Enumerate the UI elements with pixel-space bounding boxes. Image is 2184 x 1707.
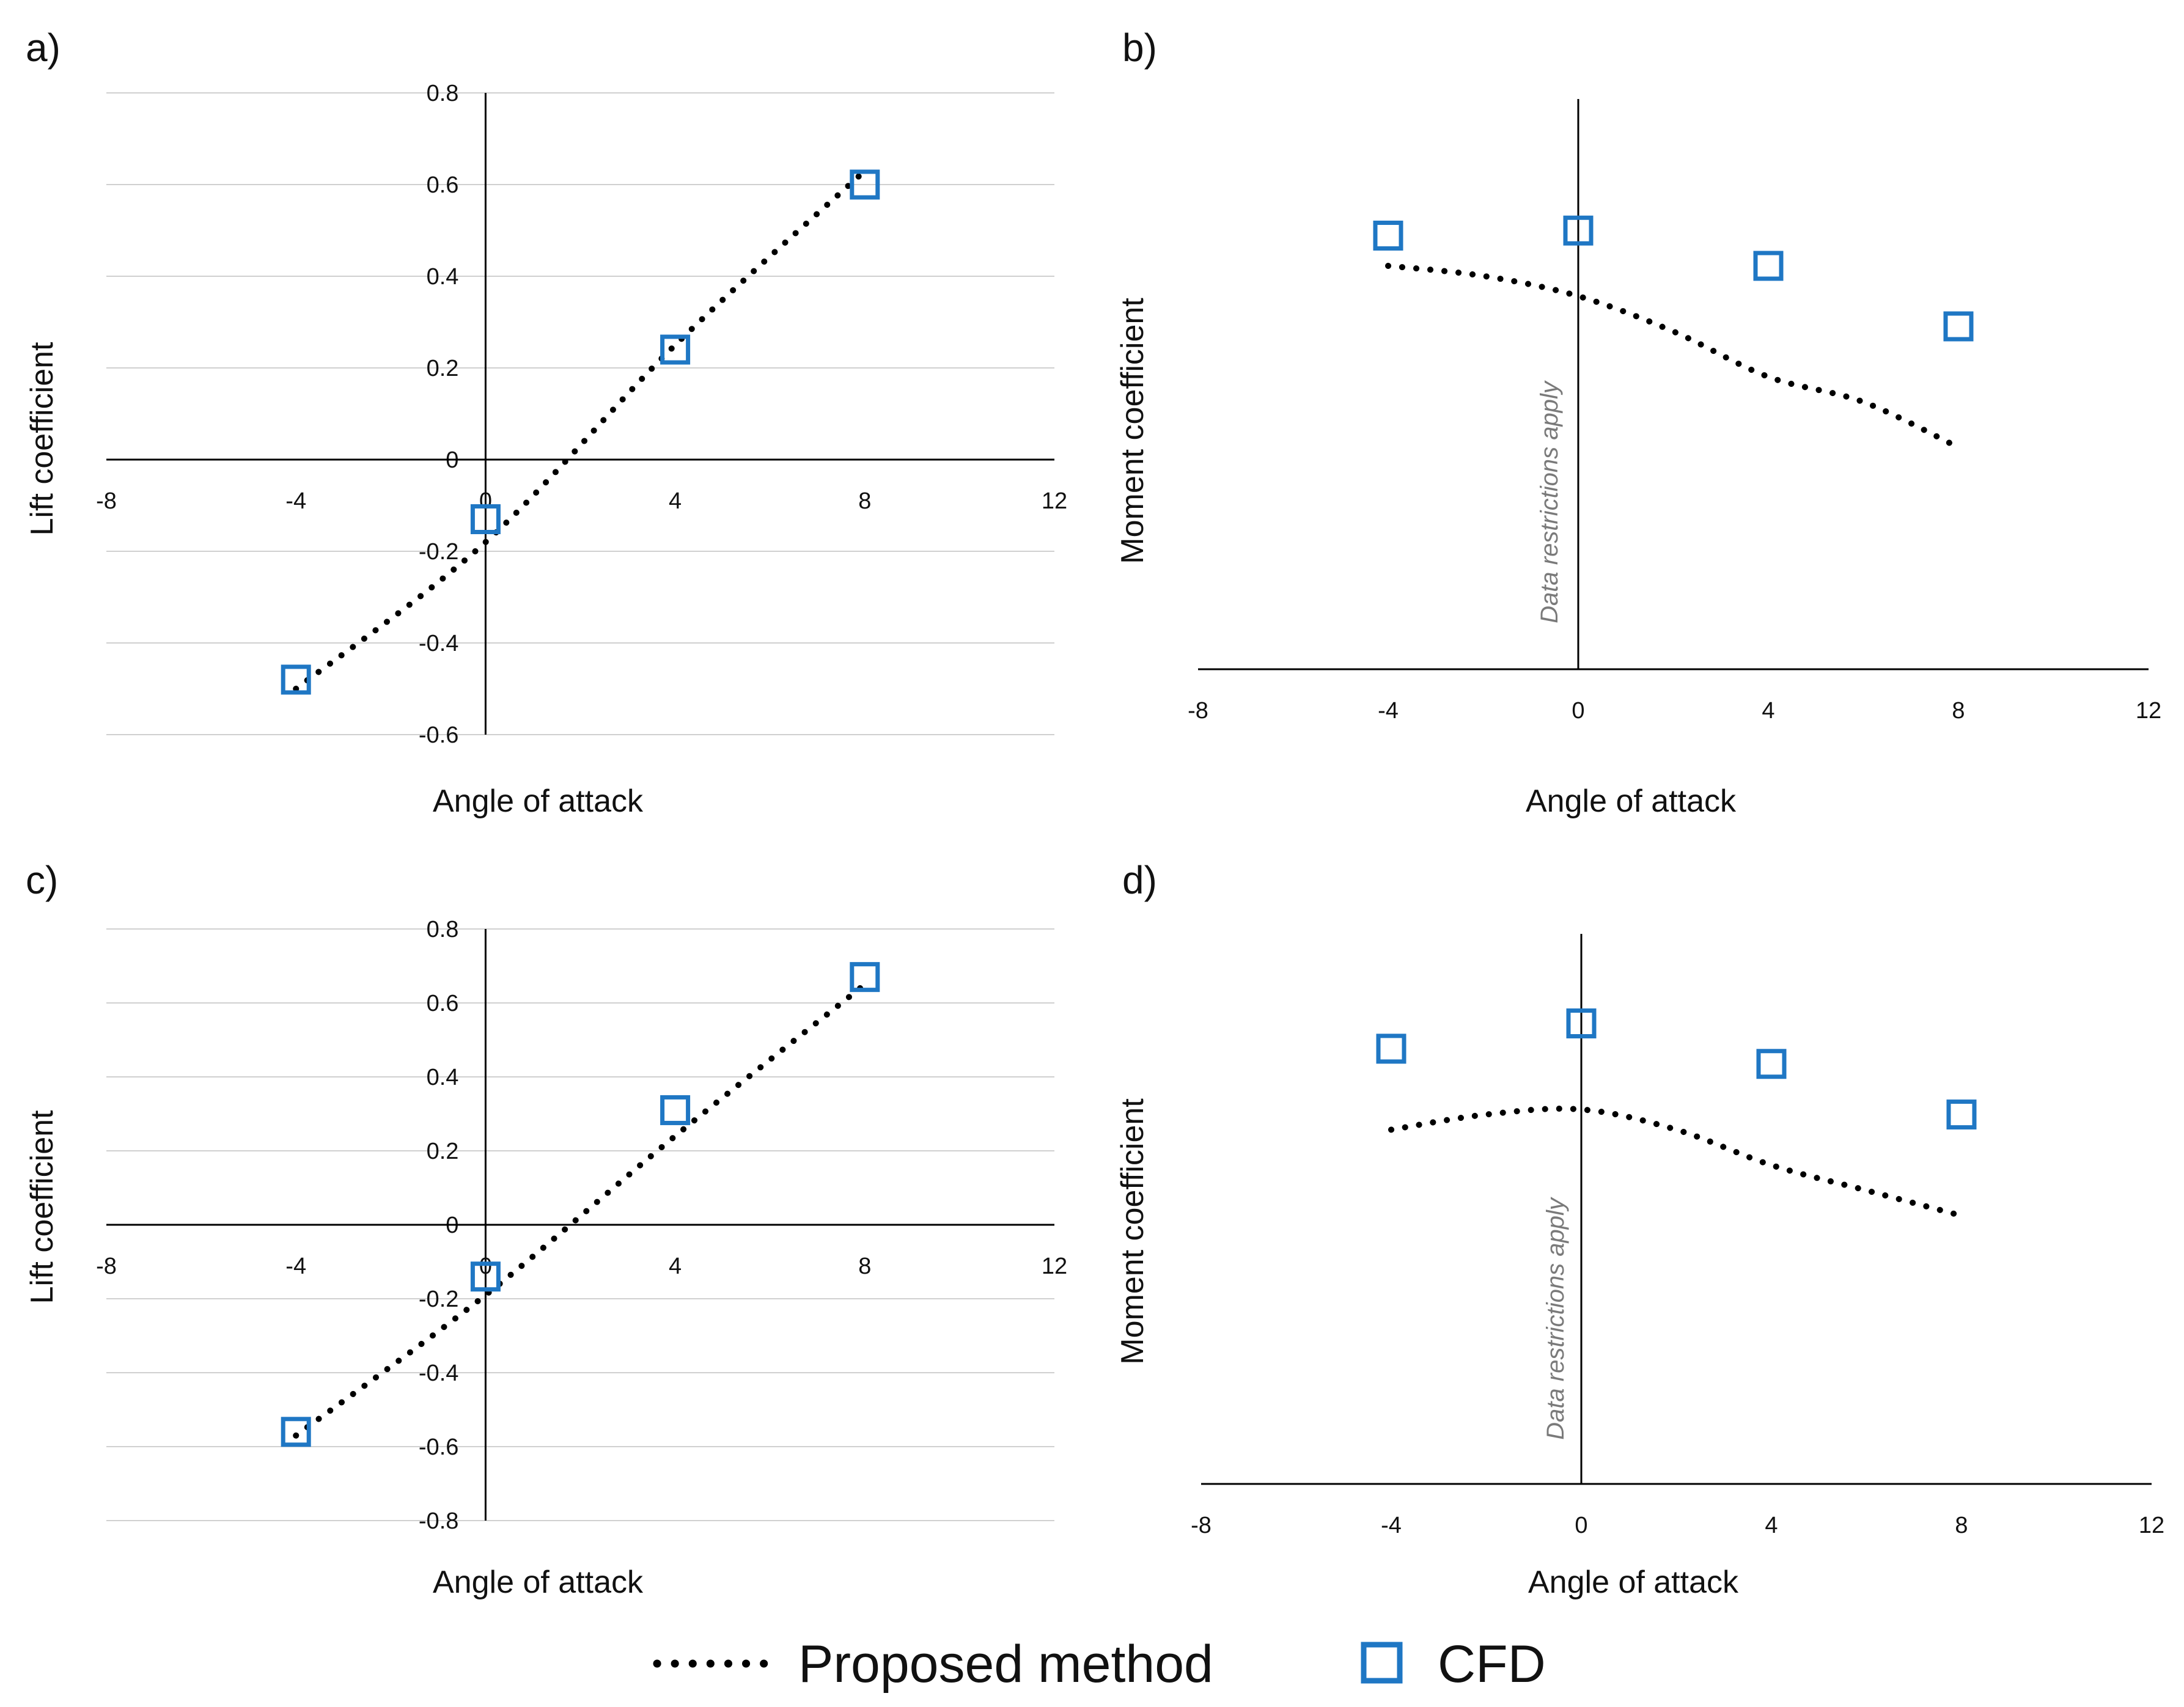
panel-a: a) Angle of attack Lift coefficient -0.6… <box>24 26 1067 819</box>
panel-d: d) Angle of attack Moment coefficient Da… <box>1115 858 2164 1600</box>
cfd-marker <box>850 169 880 200</box>
cfd-marker <box>1753 251 1784 281</box>
legend-proposed-label: Proposed method <box>798 1635 1213 1694</box>
x-tick-label: 12 <box>2136 698 2161 724</box>
cfd-marker <box>470 504 501 534</box>
plot-area: -8 -4 0 4 8 12 <box>1188 99 2161 724</box>
cfd-marker <box>1943 311 1974 342</box>
y-tick-label: -0.2 <box>419 539 458 565</box>
y-tick-label: 0.6 <box>427 991 459 1016</box>
legend-cfd-label: CFD <box>1438 1635 1546 1694</box>
x-tick-label: 8 <box>858 488 871 514</box>
x-axis-title: Angle of attack <box>433 784 644 819</box>
panel-label: d) <box>1122 858 1157 902</box>
plot-area: -8 -4 0 4 8 12 <box>1191 934 2164 1538</box>
x-tick-label: -4 <box>1381 1513 1402 1538</box>
y-tick-label: 0.4 <box>427 264 459 290</box>
panel-label: a) <box>26 26 61 70</box>
cfd-marker <box>281 1417 311 1447</box>
x-tick-label: 0 <box>479 1254 492 1279</box>
x-tick-label: 12 <box>2139 1513 2164 1538</box>
x-tick-label: 4 <box>1762 698 1774 724</box>
y-tick-label: -0.6 <box>419 1434 458 1460</box>
x-tick-label: -4 <box>1378 698 1399 724</box>
x-tick-label: -8 <box>1191 1513 1211 1538</box>
y-axis-title: Moment coefficient <box>1115 298 1150 564</box>
proposed-method-line <box>1388 1106 1965 1219</box>
y-tick-label: 0.2 <box>427 356 459 381</box>
cfd-marker <box>1376 1033 1406 1064</box>
cfd-marker <box>1756 1049 1787 1079</box>
y-tick-label: -0.4 <box>419 1360 458 1386</box>
x-tick-label: 0 <box>479 488 492 514</box>
x-tick-label: 12 <box>1042 488 1067 514</box>
cfd-marker <box>1563 215 1594 246</box>
x-tick-label: -4 <box>285 1254 306 1279</box>
x-axis-title: Angle of attack <box>1526 784 1737 819</box>
plot-area: -0.8-0.6-0.4-0.200.20.40.60.8-8 -4 0 4 8 12 <box>96 917 1067 1534</box>
panel-c: c) Angle of attack Lift coefficient -0.8… <box>24 858 1067 1600</box>
x-axis-title: Angle of attack <box>433 1565 644 1600</box>
legend: Proposed method CFD <box>653 1635 1546 1694</box>
y-tick-label: 0.8 <box>427 917 459 942</box>
proposed-method-line <box>293 981 868 1439</box>
cfd-marker <box>660 334 691 365</box>
cfd-marker <box>850 962 880 993</box>
x-axis-title: Angle of attack <box>1528 1565 1739 1600</box>
x-tick-label: 0 <box>1572 698 1584 724</box>
x-tick-label: -8 <box>1188 698 1208 724</box>
cfd-marker <box>1566 1008 1597 1039</box>
x-tick-label: 4 <box>1765 1513 1778 1538</box>
y-tick-label: 0.8 <box>427 81 459 106</box>
y-axis-title: Lift coefficient <box>24 1110 60 1304</box>
y-tick-label: -0.6 <box>419 722 458 748</box>
x-tick-label: -4 <box>285 488 306 514</box>
cfd-marker <box>1373 221 1403 251</box>
x-tick-label: 8 <box>1952 698 1965 724</box>
y-tick-label: 0.2 <box>427 1139 459 1164</box>
proposed-method-line <box>1385 263 1962 450</box>
proposed-method-line <box>293 167 868 692</box>
plot-area: -0.6-0.4-0.200.20.40.60.8-8 -4 0 4 8 12 <box>96 81 1067 748</box>
y-tick-label: 0.6 <box>427 172 459 198</box>
x-tick-label: 8 <box>858 1254 871 1279</box>
x-tick-label: -8 <box>96 1254 117 1279</box>
y-axis-title: Lift coefficient <box>24 342 60 536</box>
x-tick-label: 12 <box>1042 1254 1067 1279</box>
y-tick-label: -0.8 <box>419 1508 458 1534</box>
panel-label: c) <box>26 858 58 902</box>
data-restrictions-note: Data restrictions apply <box>1536 380 1563 623</box>
cfd-marker <box>1946 1099 1977 1130</box>
cfd-marker <box>660 1095 691 1125</box>
y-tick-label: -0.2 <box>419 1287 458 1312</box>
y-axis-title: Moment coefficient <box>1115 1098 1150 1365</box>
y-tick-label: 0.4 <box>427 1065 459 1090</box>
x-tick-label: -8 <box>96 488 117 514</box>
x-tick-label: 0 <box>1575 1513 1587 1538</box>
panel-label: b) <box>1122 26 1157 70</box>
cfd-marker <box>470 1261 501 1292</box>
y-tick-label: -0.4 <box>419 631 458 656</box>
data-restrictions-note: Data restrictions apply <box>1542 1196 1569 1440</box>
cfd-marker <box>281 664 311 695</box>
legend-cfd-swatch <box>1361 1642 1403 1684</box>
x-tick-label: 4 <box>669 488 682 514</box>
x-tick-label: 8 <box>1955 1513 1968 1538</box>
x-tick-label: 4 <box>669 1254 682 1279</box>
panel-b: b) Angle of attack Moment coefficient Da… <box>1115 26 2161 819</box>
